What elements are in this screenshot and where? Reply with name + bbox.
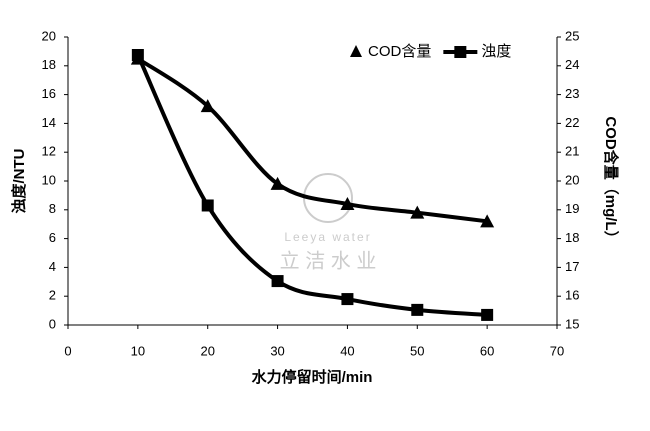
data-point (480, 214, 495, 228)
y-tick-label: 6 (49, 230, 56, 245)
data-point (201, 199, 214, 212)
y2-tick-label: 25 (565, 28, 579, 43)
x-tick-label: 70 (550, 343, 564, 358)
y-tick-label: 20 (42, 28, 56, 43)
legend-label: 浊度 (481, 43, 511, 60)
data-point (131, 49, 144, 61)
y2-axis-title: COD含量（mg/L） (602, 116, 620, 245)
watermark-text: Leeya water (284, 230, 371, 244)
x-tick-label: 0 (64, 343, 71, 358)
x-tick-label: 50 (410, 343, 424, 358)
legend-label: COD含量 (368, 43, 431, 60)
y-tick-label: 18 (42, 57, 56, 72)
legend-marker (350, 45, 362, 57)
data-point (271, 275, 284, 288)
y2-tick-label: 19 (565, 201, 579, 216)
y2-tick-label: 16 (565, 288, 579, 303)
y2-tick-label: 15 (565, 316, 579, 331)
y-tick-label: 14 (42, 115, 56, 130)
data-point (340, 197, 355, 211)
y-tick-label: 4 (49, 259, 56, 274)
y-tick-label: 2 (49, 288, 56, 303)
watermark-text: 立 洁 水 业 (280, 249, 377, 272)
data-point (481, 308, 494, 321)
x-tick-label: 10 (131, 343, 145, 358)
data-point (411, 303, 424, 316)
y2-tick-label: 21 (565, 144, 579, 159)
y2-tick-label: 17 (565, 259, 579, 274)
data-point (270, 176, 285, 190)
y-tick-label: 12 (42, 144, 56, 159)
y-tick-label: 16 (42, 86, 56, 101)
data-point (200, 99, 215, 113)
x-tick-label: 20 (200, 343, 214, 358)
y2-tick-label: 18 (565, 230, 579, 245)
y2-tick-label: 24 (565, 57, 579, 72)
legend-marker (454, 46, 467, 58)
y-tick-label: 10 (42, 172, 56, 187)
data-point (410, 205, 425, 219)
data-point (341, 293, 354, 306)
y2-tick-label: 20 (565, 172, 579, 187)
x-axis-title: 水力停留时间/min (252, 368, 373, 386)
x-tick-label: 60 (480, 343, 494, 358)
y-tick-label: 8 (49, 201, 56, 216)
y2-tick-label: 22 (565, 115, 579, 130)
x-tick-label: 30 (270, 343, 284, 358)
y-tick-label: 0 (49, 316, 56, 331)
y2-tick-label: 23 (565, 86, 579, 101)
x-tick-label: 40 (340, 343, 354, 358)
y-axis-title: 浊度/NTU (10, 149, 28, 214)
